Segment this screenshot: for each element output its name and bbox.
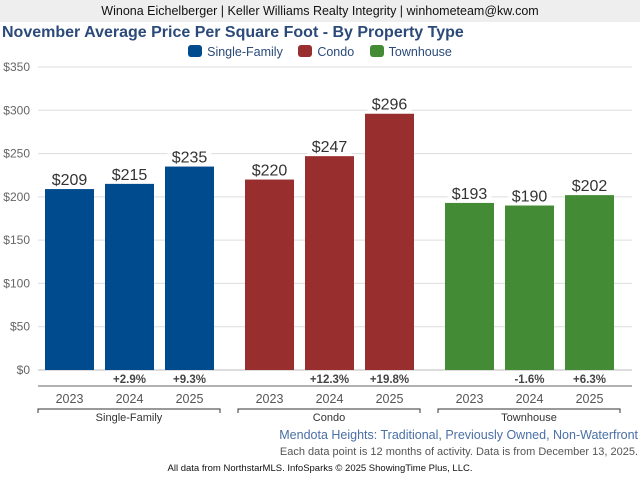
y-tick-label: $300 (3, 103, 30, 117)
y-tick-label: $0 (17, 363, 31, 377)
value-label-bg (167, 147, 212, 166)
bar (105, 183, 154, 370)
y-tick-label: $100 (3, 276, 30, 290)
x-tick-label: 2023 (56, 392, 84, 406)
data-note: Each data point is 12 months of activity… (279, 446, 638, 458)
value-label: $235 (172, 150, 208, 167)
y-tick-label: $50 (10, 320, 30, 334)
value-label: $215 (112, 167, 148, 184)
value-label: $202 (572, 178, 608, 195)
value-label-bg (107, 164, 152, 183)
group-label: Single-Family (96, 412, 163, 424)
group-label: Condo (313, 412, 345, 424)
x-tick-label: 2025 (176, 392, 204, 406)
value-label-bg (307, 137, 352, 156)
bar (165, 166, 214, 370)
y-tick-label: $350 (3, 60, 30, 74)
value-label: $247 (312, 139, 348, 156)
x-tick-label: 2023 (256, 392, 284, 406)
legend-label: Condo (317, 45, 355, 59)
pct-change-label: +2.9% (113, 374, 146, 386)
value-label-bg (247, 160, 292, 179)
chart-subtitle: Mendota Heights: Traditional, Previously… (279, 428, 638, 442)
legend-item-single-family[interactable]: Single-Family (188, 45, 283, 59)
x-tick-label: 2023 (456, 392, 484, 406)
y-tick-label: $150 (3, 233, 30, 247)
pct-change-label: +19.8% (370, 374, 409, 386)
bar (565, 195, 614, 370)
group-label: Townhouse (501, 412, 557, 424)
value-label-bg (47, 170, 92, 189)
value-label-bg (447, 183, 492, 202)
pct-change-label: -1.6% (514, 374, 544, 386)
x-tick-label: 2024 (516, 392, 544, 406)
bar (305, 156, 354, 370)
footer-credit: All data from NorthstarMLS. InfoSparks ©… (167, 463, 473, 474)
y-tick-label: $250 (3, 147, 30, 161)
pct-change-label: +6.3% (573, 374, 606, 386)
bar (505, 205, 554, 370)
value-label: $193 (452, 186, 488, 203)
agent-banner: Winona Eichelberger | Keller Williams Re… (0, 0, 640, 22)
pct-change-label: +12.3% (310, 374, 349, 386)
bar-chart: $0 $50 $100 $150 $200 $250 $300 $350 $209 2023 $21… (3, 60, 632, 424)
legend-item-townhouse[interactable]: Townhouse (369, 45, 452, 59)
legend-swatch-condo (298, 45, 313, 57)
group-bracket (37, 408, 221, 413)
x-tick-label: 2025 (376, 392, 404, 406)
legend-label: Single-Family (207, 45, 283, 59)
legend-swatch-townhouse (369, 45, 384, 57)
x-tick-label: 2025 (576, 392, 604, 406)
value-label-bg (367, 94, 412, 113)
x-tick-label: 2024 (316, 392, 344, 406)
bar (445, 202, 494, 370)
value-label: $220 (252, 163, 288, 180)
chart-title: November Average Price Per Square Foot -… (2, 24, 464, 41)
bar (365, 113, 414, 371)
value-label: $209 (52, 172, 88, 189)
group-bracket (237, 408, 421, 413)
value-label: $296 (372, 97, 408, 114)
legend-item-condo[interactable]: Condo (298, 45, 354, 59)
pct-change-label: +9.3% (173, 374, 206, 386)
value-label-bg (567, 176, 612, 195)
y-tick-label: $200 (3, 190, 30, 204)
value-label: $190 (512, 189, 548, 206)
bar (45, 189, 94, 370)
value-label-bg (507, 186, 552, 205)
legend-label: Townhouse (388, 45, 452, 59)
legend-swatch-single-family (188, 45, 203, 57)
x-tick-label: 2024 (116, 392, 144, 406)
bar (245, 179, 294, 370)
group-bracket (437, 408, 621, 413)
legend: Single-Family Condo Townhouse (0, 45, 640, 59)
